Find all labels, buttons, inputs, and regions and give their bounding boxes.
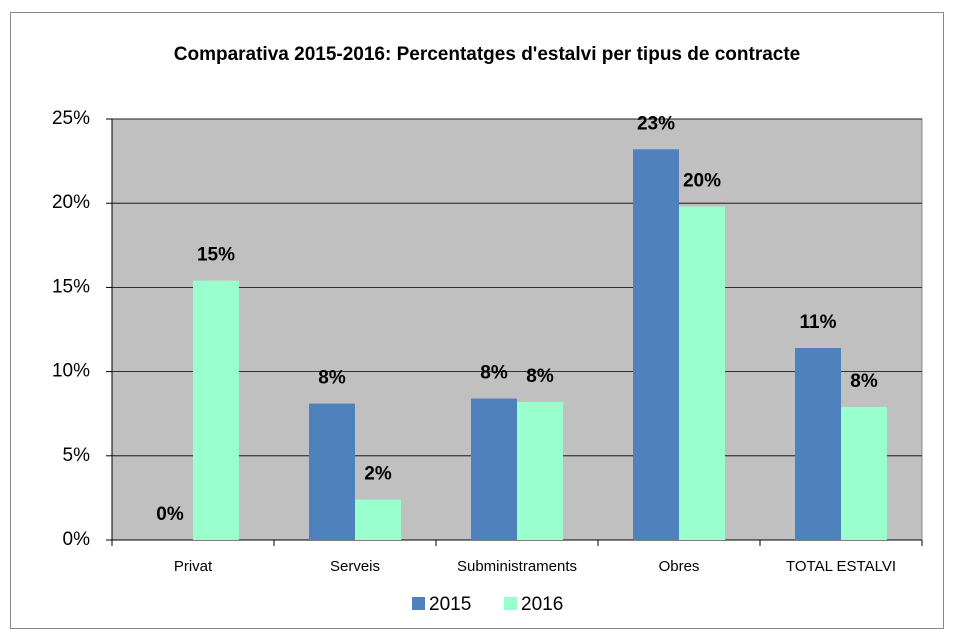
value-label: 15% (197, 245, 235, 266)
legend-label: 2015 (429, 594, 471, 615)
legend-swatch (504, 597, 517, 610)
bar (471, 398, 517, 540)
y-tick-label: 10% (52, 361, 90, 382)
y-tick-label: 25% (52, 108, 90, 129)
x-tick-label: TOTAL ESTALVI (786, 558, 896, 575)
value-label: 2% (364, 464, 392, 485)
bar (517, 401, 563, 540)
bar (193, 280, 239, 540)
y-tick-label: 20% (52, 192, 90, 213)
bar (841, 406, 887, 540)
legend-swatch (412, 597, 425, 610)
x-tick-label: Obres (659, 558, 700, 575)
value-label: 20% (683, 171, 721, 192)
bar (679, 206, 725, 540)
chart-title: Comparativa 2015-2016: Percentatges d'es… (173, 44, 801, 65)
value-label: 11% (800, 312, 837, 333)
bar (795, 348, 841, 540)
y-tick-label: 0% (63, 529, 91, 550)
value-label: 23% (637, 113, 675, 134)
bar (633, 149, 679, 540)
value-label: 0% (156, 504, 184, 525)
value-label: 8% (480, 363, 508, 384)
x-tick-label: Serveis (330, 558, 380, 575)
bar (309, 403, 355, 540)
x-tick-label: Privat (174, 558, 213, 575)
bar (355, 499, 401, 540)
x-tick-label: Subministraments (457, 558, 577, 575)
y-tick-label: 15% (52, 276, 90, 297)
legend-label: 2016 (521, 594, 563, 615)
value-label: 8% (850, 371, 878, 392)
value-label: 8% (526, 366, 554, 387)
value-label: 8% (318, 368, 346, 389)
y-tick-label: 5% (63, 445, 91, 466)
